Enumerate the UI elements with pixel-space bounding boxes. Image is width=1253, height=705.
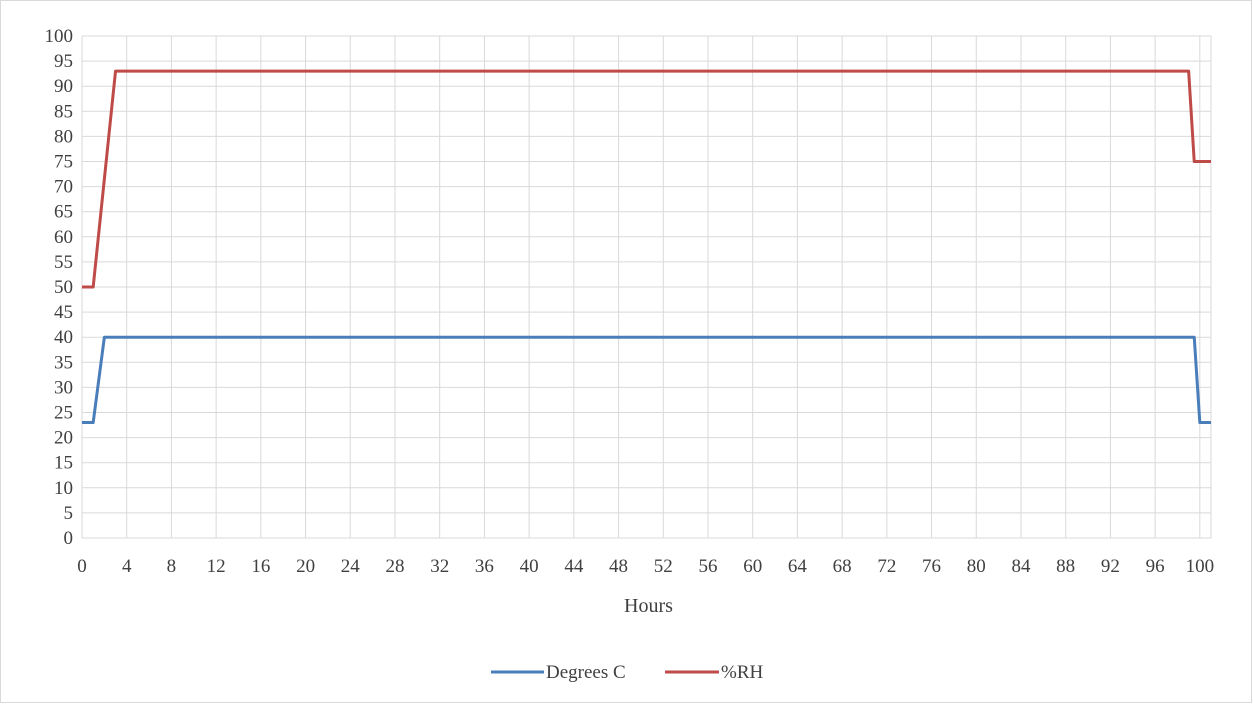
x-tick-label: 20 — [296, 556, 315, 577]
y-tick-label: 5 — [64, 503, 74, 524]
x-tick-label: 84 — [1011, 556, 1031, 577]
y-tick-label: 35 — [54, 352, 73, 373]
x-tick-label: 36 — [475, 556, 494, 577]
x-tick-label: 4 — [122, 556, 132, 577]
x-tick-label: 64 — [788, 556, 808, 577]
y-tick-label: 20 — [54, 428, 73, 449]
y-tick-label: 55 — [54, 252, 73, 273]
y-tick-label: 15 — [54, 453, 73, 474]
x-tick-label: 32 — [430, 556, 449, 577]
y-tick-label: 90 — [54, 76, 73, 97]
y-tick-label: 75 — [54, 152, 73, 173]
x-tick-label: 12 — [207, 556, 226, 577]
x-tick-label: 72 — [877, 556, 896, 577]
y-tick-label: 25 — [54, 403, 73, 424]
x-tick-label: 0 — [77, 556, 87, 577]
y-tick-label: 65 — [54, 202, 73, 223]
x-tick-label: 8 — [167, 556, 177, 577]
x-tick-label: 28 — [385, 556, 404, 577]
x-tick-label: 24 — [341, 556, 361, 577]
y-tick-label: 60 — [54, 227, 73, 248]
y-tick-label: 85 — [54, 101, 73, 122]
gridlines — [81, 35, 1212, 539]
x-tick-label: 56 — [698, 556, 717, 577]
y-tick-label: 50 — [54, 277, 73, 298]
y-tick-label: 0 — [64, 528, 74, 549]
y-tick-label: 70 — [54, 177, 73, 198]
y-tick-label: 40 — [54, 327, 73, 348]
x-tick-label: 16 — [251, 556, 270, 577]
y-tick-label: 10 — [54, 478, 73, 499]
y-tick-label: 80 — [54, 126, 73, 147]
x-tick-label: 92 — [1101, 556, 1120, 577]
y-tick-label: 30 — [54, 377, 73, 398]
y-tick-label: 45 — [54, 302, 73, 323]
x-tick-label: 88 — [1056, 556, 1075, 577]
y-tick-label: 100 — [45, 26, 74, 47]
series-line-degrees-c — [82, 335, 1211, 425]
x-tick-label: 80 — [967, 556, 986, 577]
y-axis-tick-labels: 0 5 10 15 20 25 30 35 40 45 50 55 60 65 70 75 80 85 90 95 10… — [45, 26, 74, 549]
x-tick-label: 76 — [922, 556, 941, 577]
legend-label: Degrees C — [546, 662, 626, 683]
x-tick-label: 68 — [833, 556, 852, 577]
x-axis-tick-labels: 0 4 8 12 16 20 24 28 32 36 40 44 48 52 56 60 64 68 72 76 80 8… — [77, 556, 1214, 577]
x-tick-label: 52 — [654, 556, 673, 577]
legend-label: %RH — [721, 662, 764, 683]
x-tick-label: 60 — [743, 556, 762, 577]
x-tick-label: 48 — [609, 556, 628, 577]
x-tick-label: 100 — [1186, 556, 1215, 577]
x-tick-label: 96 — [1146, 556, 1165, 577]
series-line-rh — [82, 69, 1211, 289]
series-lines — [82, 69, 1211, 425]
x-tick-label: 44 — [564, 556, 584, 577]
x-tick-label: 40 — [520, 556, 539, 577]
x-axis-title: Hours — [624, 595, 673, 617]
legend: Degrees C %RH — [491, 662, 764, 683]
y-tick-label: 95 — [54, 51, 73, 72]
